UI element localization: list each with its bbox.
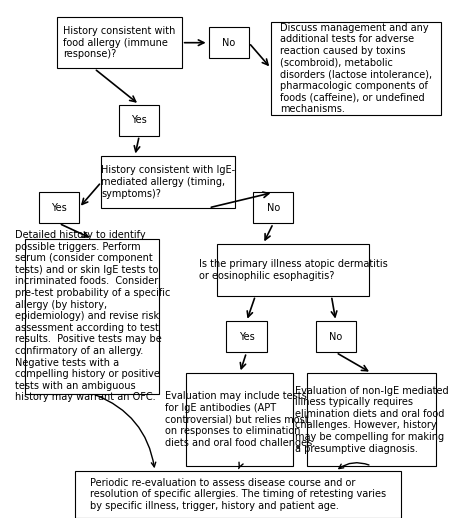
- FancyBboxPatch shape: [119, 105, 159, 135]
- Text: Yes: Yes: [131, 115, 147, 125]
- Text: No: No: [329, 332, 342, 342]
- Text: Evaluation may include tests
for IgE antibodies (APT
controversial) but relies m: Evaluation may include tests for IgE ant…: [165, 391, 315, 448]
- FancyBboxPatch shape: [101, 156, 235, 208]
- FancyBboxPatch shape: [253, 193, 294, 223]
- Text: History consistent with
food allergy (immune
response)?: History consistent with food allergy (im…: [63, 26, 175, 59]
- FancyBboxPatch shape: [316, 321, 356, 352]
- Text: Periodic re-evaluation to assess disease course and or
resolution of specific al: Periodic re-evaluation to assess disease…: [90, 478, 386, 511]
- FancyBboxPatch shape: [186, 373, 294, 466]
- Text: Discuss management and any
additional tests for adverse
reaction caused by toxin: Discuss management and any additional te…: [280, 23, 432, 114]
- FancyBboxPatch shape: [25, 239, 159, 394]
- Text: Detailed history to identify
possible triggers. Perform
serum (consider componen: Detailed history to identify possible tr…: [15, 230, 170, 402]
- FancyBboxPatch shape: [39, 193, 79, 223]
- Text: No: No: [267, 203, 280, 213]
- FancyBboxPatch shape: [271, 22, 441, 115]
- FancyBboxPatch shape: [75, 471, 401, 517]
- Text: No: No: [222, 38, 235, 48]
- FancyBboxPatch shape: [307, 373, 436, 466]
- Text: Yes: Yes: [239, 332, 254, 342]
- Text: History consistent with IgE-
mediated allergy (timing,
symptoms)?: History consistent with IgE- mediated al…: [101, 166, 235, 199]
- FancyBboxPatch shape: [209, 27, 249, 58]
- FancyBboxPatch shape: [57, 17, 182, 69]
- Text: Yes: Yes: [51, 203, 67, 213]
- Text: Evaluation of non-IgE mediated
illness typically requires
elimination diets and : Evaluation of non-IgE mediated illness t…: [295, 386, 448, 454]
- FancyBboxPatch shape: [218, 244, 370, 296]
- FancyBboxPatch shape: [227, 321, 266, 352]
- Text: Is the primary illness atopic dermatitis
or eosinophilic esophagitis?: Is the primary illness atopic dermatitis…: [199, 259, 388, 281]
